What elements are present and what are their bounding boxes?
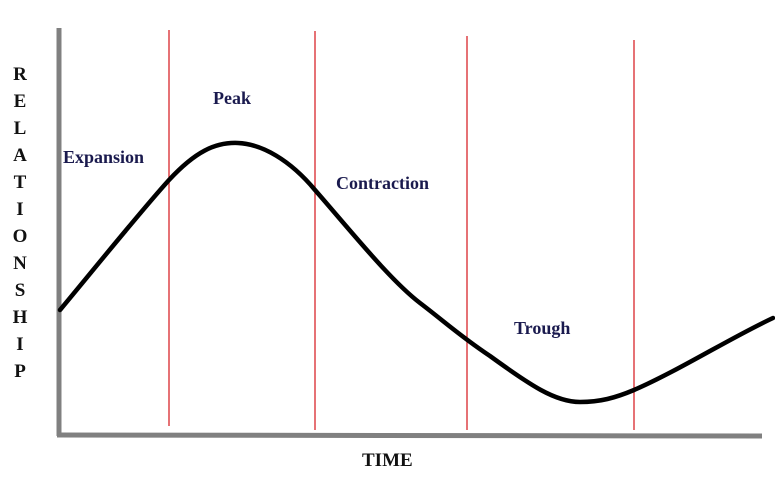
phase-dividers xyxy=(168,30,635,430)
phase-label-expansion: Expansion xyxy=(63,147,144,167)
y-axis-letter: P xyxy=(14,361,26,382)
y-axis-letter: A xyxy=(13,145,27,166)
y-axis-letter: N xyxy=(13,253,27,274)
phase-label-trough: Trough xyxy=(514,318,570,338)
y-axis-label: R E L A T I O N S H I P xyxy=(13,64,28,382)
y-axis-letter: S xyxy=(15,280,26,301)
y-axis-letter: L xyxy=(14,118,27,139)
y-axis-letter: E xyxy=(14,91,27,112)
x-axis xyxy=(56,432,763,439)
cycle-curve xyxy=(57,140,775,405)
y-axis-letter: I xyxy=(16,199,23,220)
phase-label-peak: Peak xyxy=(213,88,251,108)
phase-label-contraction: Contraction xyxy=(336,173,429,193)
x-axis-label: TIME xyxy=(362,450,413,471)
y-axis-letter: H xyxy=(13,307,28,328)
y-axis-letter: O xyxy=(13,226,28,247)
y-axis-letter: R xyxy=(13,64,27,85)
y-axis-letter: I xyxy=(16,334,23,355)
y-axis-letter: T xyxy=(14,172,27,193)
